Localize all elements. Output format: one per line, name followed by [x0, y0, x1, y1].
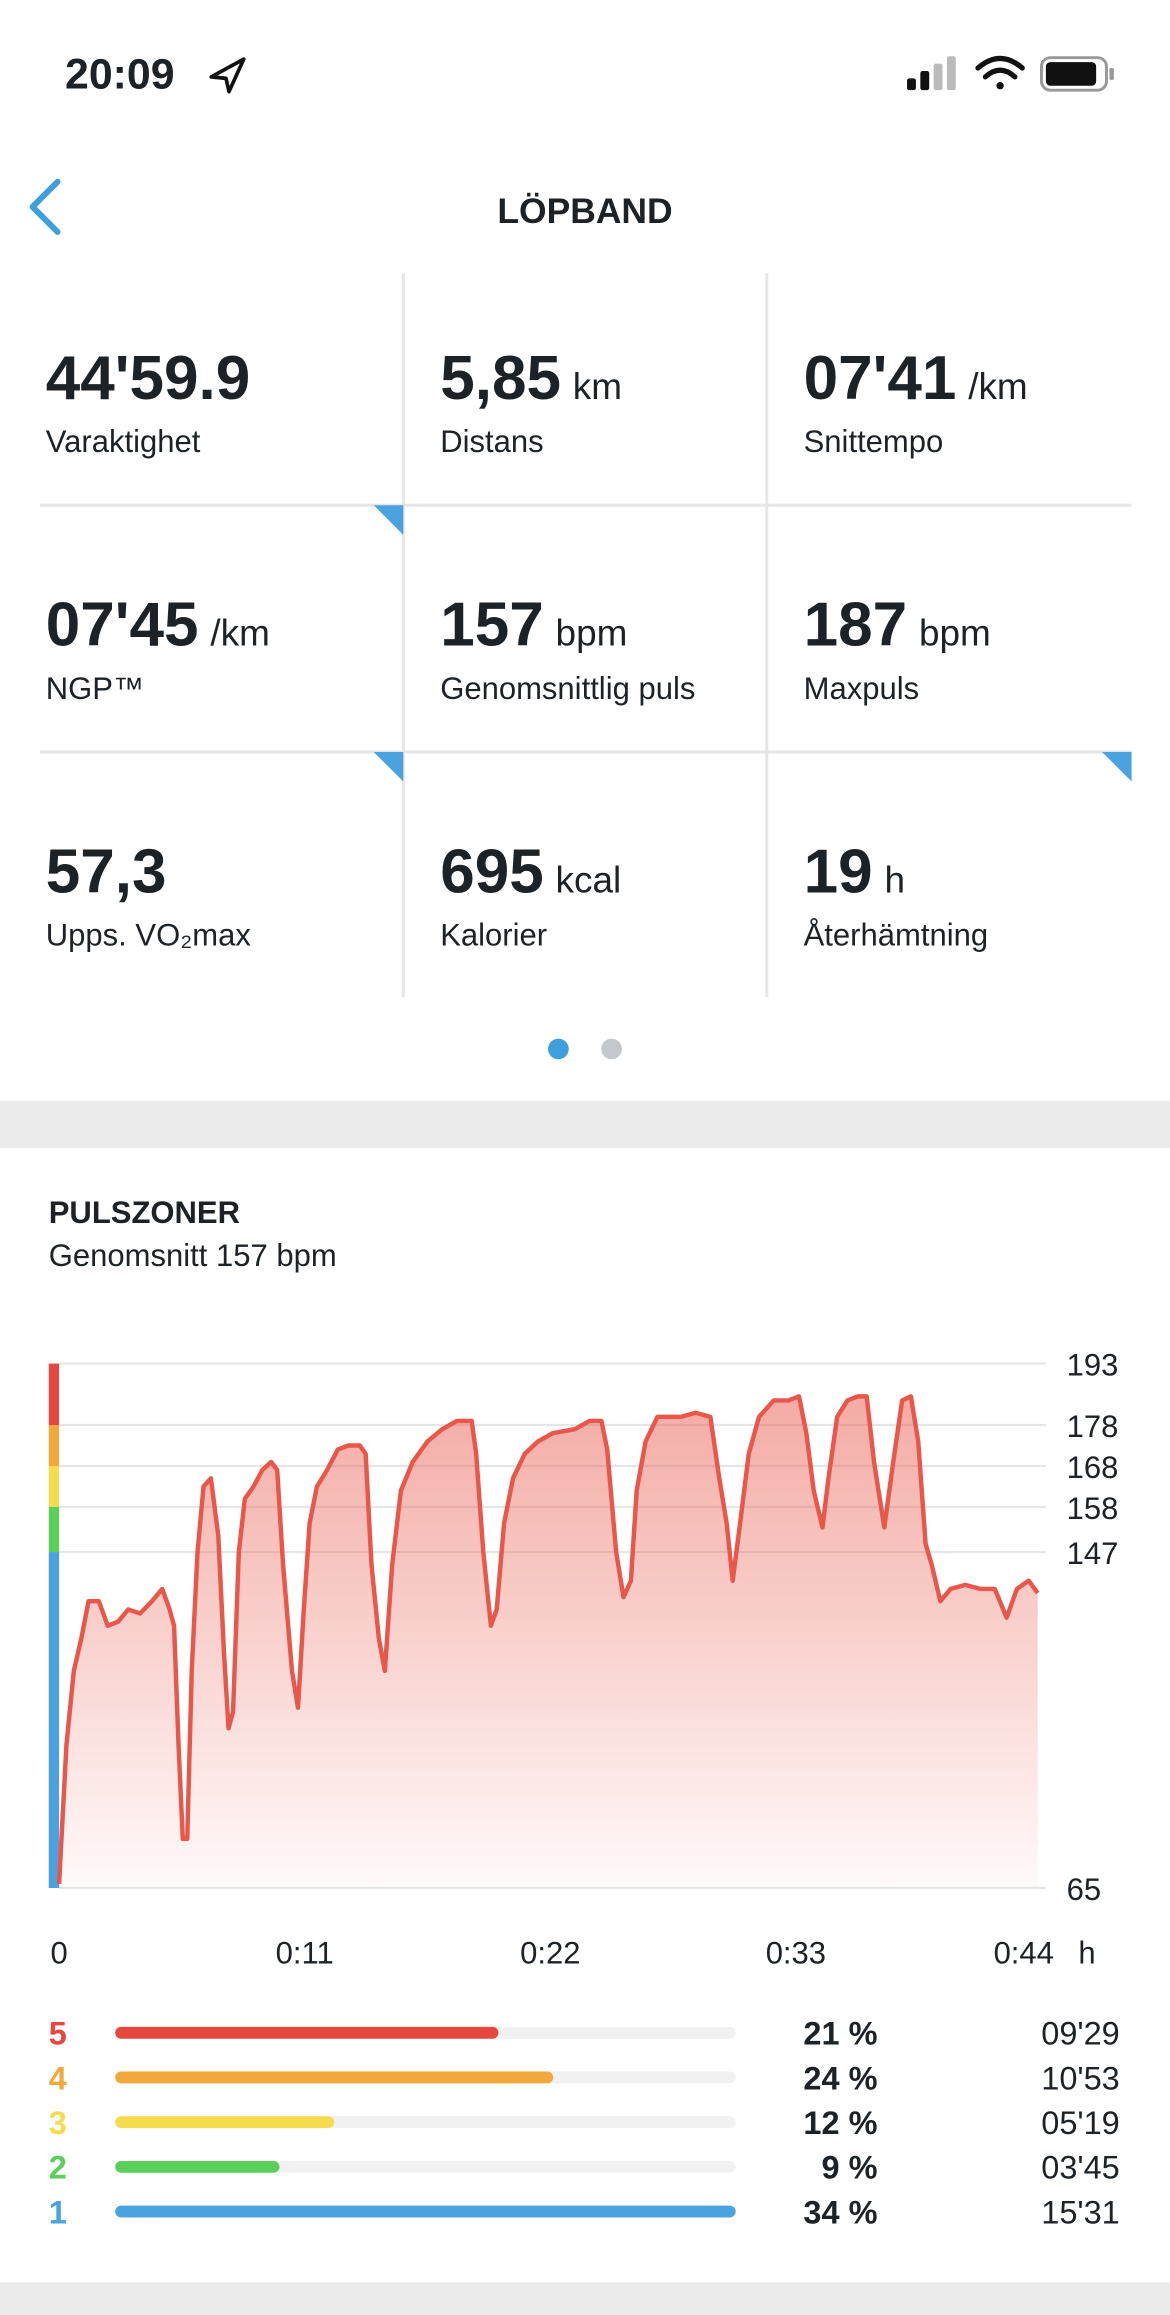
zone-strip [48, 1466, 60, 1507]
section-subtitle: Genomsnitt 157 bpm [49, 1238, 337, 1273]
stat-label: Återhämtning [804, 918, 988, 953]
zone-number: 1 [49, 2194, 67, 2230]
y-tick-label: 147 [1067, 1536, 1119, 1571]
stat-value: 19 h [804, 837, 905, 906]
zone-number: 3 [49, 2105, 67, 2141]
stat-unit: bpm [919, 613, 991, 654]
x-tick-label: 0:44 [994, 1935, 1054, 1970]
header-title: LÖPBAND [497, 191, 672, 231]
zone-number: 4 [49, 2060, 67, 2096]
zone-bar [115, 2026, 499, 2039]
zone-duration: 05'19 [1041, 2105, 1120, 2141]
stat-value: 695 kcal [440, 837, 621, 906]
stat-label: Snittempo [804, 424, 944, 459]
stat-label: Varaktighet [46, 424, 201, 459]
stat-unit: /km [968, 366, 1027, 407]
hr-area [59, 1396, 1038, 1889]
stat-unit: h [884, 859, 905, 900]
stat-unit: km [573, 366, 622, 407]
stat-value: 157 bpm [440, 591, 627, 660]
stat-label: Kalorier [440, 918, 547, 953]
y-tick-label: 178 [1067, 1409, 1119, 1444]
zone-percent: 24 % [803, 2060, 877, 2096]
stat-value: 5,85 km [440, 344, 622, 413]
location-icon [209, 57, 246, 94]
hr-line [56, 1394, 1040, 1885]
stats: 44'59.9 Varaktighet 5,85 km Distans 07'41/km S… [46, 344, 1028, 953]
zone-number: 2 [49, 2150, 67, 2186]
status-time: 20:09 [65, 51, 175, 99]
zone-bar [115, 2071, 554, 2084]
zone-bar [115, 2205, 736, 2218]
stat-number: 07'41 [804, 344, 957, 413]
stat-number: 695 [440, 837, 544, 906]
signal-icon [907, 56, 956, 91]
heart-rate-chart: 65 147 158 168 178 193 0 0:11 0:22 0:33 0:44 h [48, 1347, 1119, 1970]
section-separator [0, 2282, 1170, 2315]
stat-value: 07'45/km [46, 591, 270, 660]
stat-value: 187 bpm [804, 591, 991, 660]
page-dot-active[interactable] [548, 1038, 569, 1060]
x-tick-label: 0:33 [766, 1935, 826, 1970]
zone-percent: 9 % [821, 2150, 877, 2186]
section-title: PULSZONER [49, 1195, 240, 1230]
stat-unit: kcal [556, 859, 622, 900]
stat-number: 5,85 [440, 344, 561, 413]
section-separator [0, 1100, 1170, 1148]
stat-label: Genomsnittlig puls [440, 671, 695, 706]
zone-percent: 34 % [803, 2194, 877, 2230]
zone-bar [115, 2116, 335, 2129]
wifi-icon [975, 55, 1025, 90]
stat-label: Maxpuls [804, 671, 920, 706]
y-tick-label: 193 [1067, 1347, 1119, 1382]
y-tick-label: 168 [1067, 1450, 1119, 1485]
stat-number: 44'59.9 [46, 344, 250, 413]
y-tick-label: 65 [1067, 1872, 1102, 1907]
page-dot[interactable] [601, 1038, 622, 1060]
zone-strip [48, 1552, 60, 1889]
zone-strip [48, 1425, 60, 1467]
stat-value: 44'59.9 [46, 344, 250, 413]
stat-number: 157 [440, 591, 544, 660]
zone-bar [115, 2160, 280, 2173]
stat-label: NGP™ [46, 671, 144, 706]
stat-unit: /km [210, 613, 269, 654]
zone-strip [48, 1363, 60, 1426]
stat-label: Upps. VO₂max [46, 918, 252, 953]
x-tick-label: 0:22 [520, 1935, 580, 1970]
zone-number: 5 [49, 2016, 67, 2052]
x-tick-label: 0:11 [276, 1935, 334, 1970]
zone-strip [48, 1506, 60, 1553]
x-axis-label: h [1078, 1935, 1095, 1970]
battery-icon [1040, 56, 1114, 92]
stat-value: 57,3 [46, 837, 167, 906]
back-button[interactable] [29, 178, 61, 235]
y-tick-label: 158 [1067, 1491, 1119, 1526]
x-tick-label: 0 [50, 1935, 67, 1970]
stat-number: 187 [804, 591, 908, 660]
stats-grid [39, 273, 1132, 998]
stat-value: 07'41/km [804, 344, 1028, 413]
stat-label: Distans [440, 424, 543, 459]
zone-percent: 21 % [803, 2016, 877, 2052]
zone-list: 5 21 % 09'29 4 24 % 10'53 3 12 % 05'19 2 9 % 03'45 1… [49, 2016, 1120, 2231]
zone-percent: 12 % [803, 2105, 877, 2141]
stat-number: 07'45 [46, 591, 199, 660]
zone-duration: 10'53 [1041, 2060, 1120, 2096]
zone-duration: 09'29 [1041, 2016, 1120, 2052]
stat-number: 19 [804, 837, 873, 906]
zone-duration: 03'45 [1041, 2150, 1120, 2186]
zone-duration: 15'31 [1041, 2194, 1120, 2230]
stat-unit: bpm [556, 613, 628, 654]
stat-number: 57,3 [46, 837, 167, 906]
